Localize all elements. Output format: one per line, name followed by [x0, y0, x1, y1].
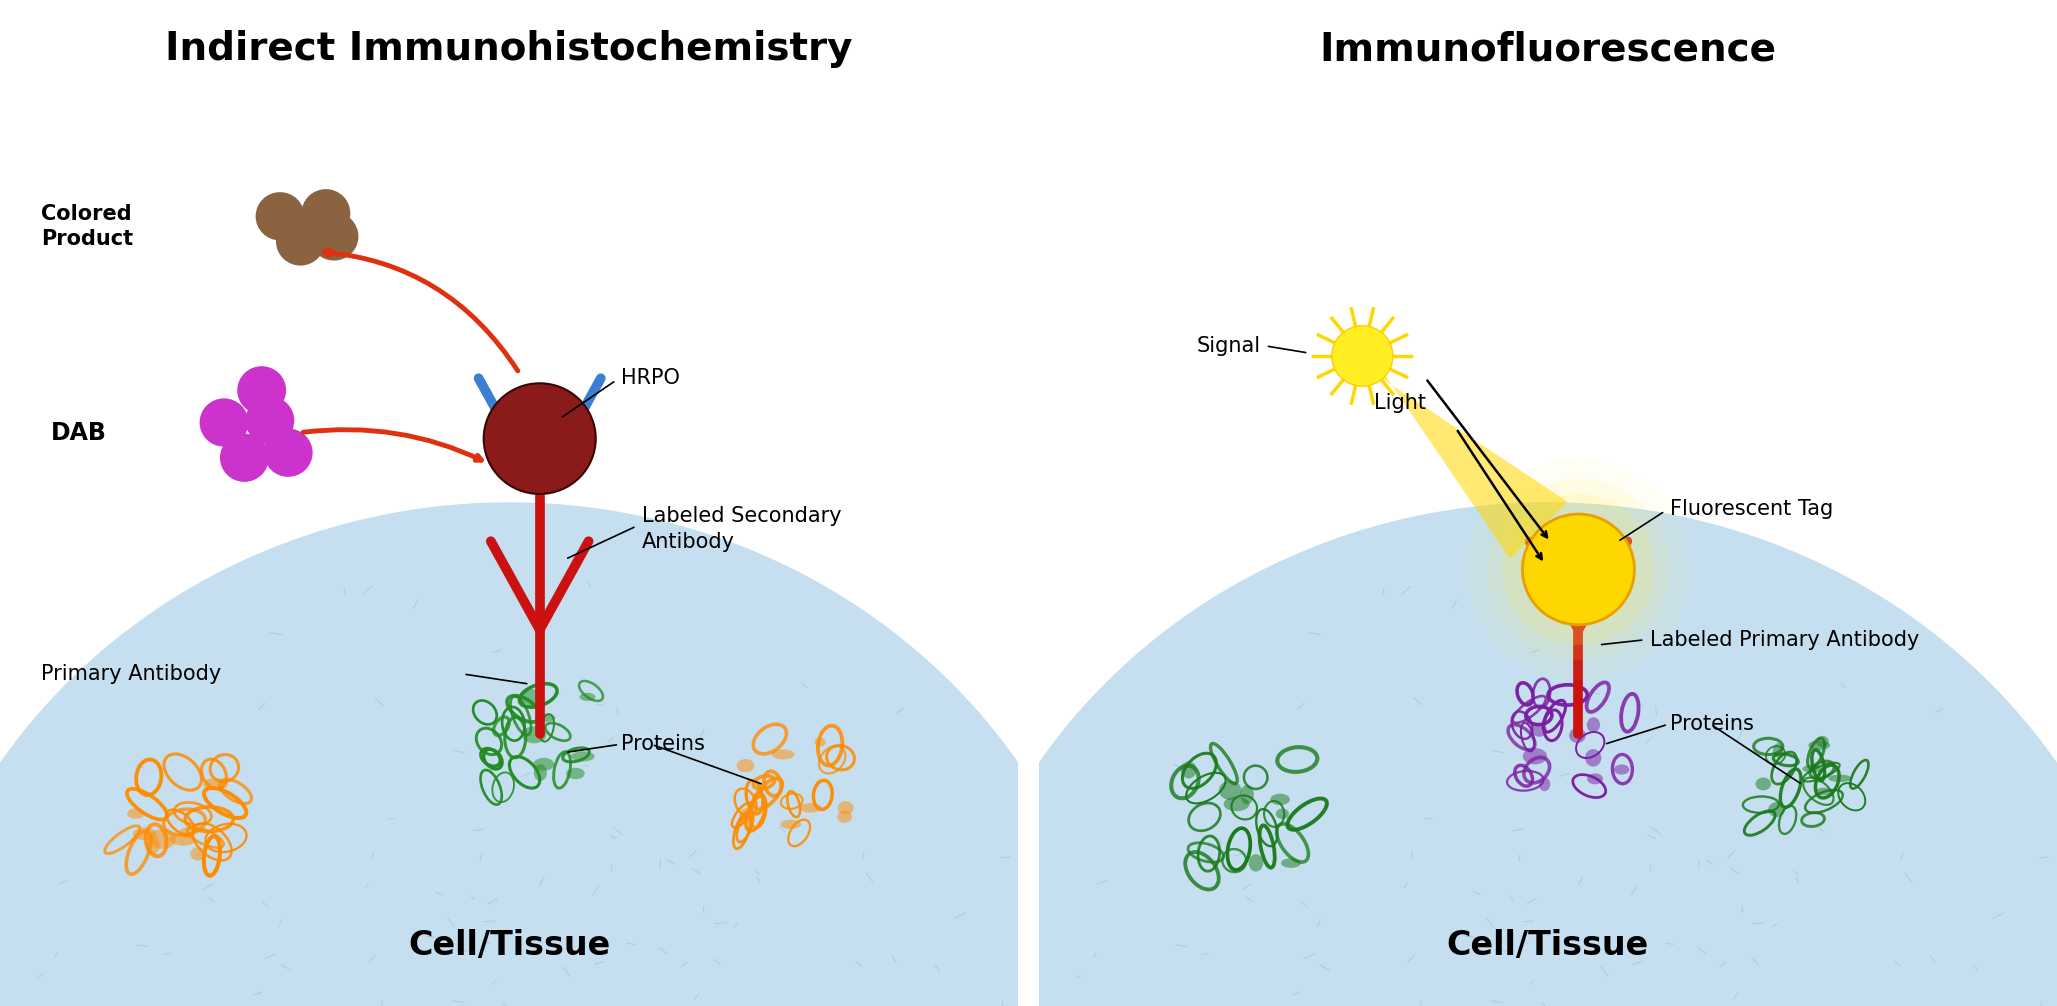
Ellipse shape [800, 803, 821, 813]
Ellipse shape [1829, 775, 1851, 782]
Ellipse shape [533, 758, 553, 771]
Ellipse shape [1586, 749, 1600, 767]
Ellipse shape [522, 726, 547, 743]
Ellipse shape [1808, 740, 1831, 749]
Ellipse shape [128, 809, 144, 819]
Ellipse shape [1769, 802, 1785, 817]
Ellipse shape [1816, 735, 1829, 747]
Circle shape [1331, 326, 1393, 386]
Ellipse shape [1224, 797, 1249, 811]
Ellipse shape [837, 811, 852, 823]
Text: Labeled Primary Antibody: Labeled Primary Antibody [1650, 630, 1919, 650]
Text: HRPO: HRPO [621, 368, 681, 388]
Polygon shape [1358, 350, 1567, 558]
Ellipse shape [1569, 727, 1586, 743]
Circle shape [220, 434, 269, 482]
Ellipse shape [148, 829, 177, 849]
Circle shape [309, 212, 358, 261]
Ellipse shape [815, 737, 825, 746]
Circle shape [255, 192, 304, 240]
Text: DAB: DAB [51, 421, 107, 445]
Ellipse shape [1755, 778, 1771, 791]
Text: Proteins: Proteins [1670, 714, 1755, 734]
Circle shape [1467, 459, 1691, 680]
Ellipse shape [1773, 743, 1783, 758]
Text: Fluorescent Tag: Fluorescent Tag [1670, 499, 1833, 519]
Ellipse shape [1220, 781, 1242, 800]
Text: Cell/Tissue: Cell/Tissue [1446, 930, 1650, 962]
Circle shape [1487, 479, 1670, 660]
Polygon shape [0, 503, 1121, 1006]
Ellipse shape [1615, 765, 1629, 775]
Circle shape [237, 366, 286, 414]
Ellipse shape [580, 693, 594, 701]
Text: Primary Antibody: Primary Antibody [41, 664, 220, 684]
Text: Labeled Secondary
Antibody: Labeled Secondary Antibody [642, 506, 841, 552]
Text: Immunofluorescence: Immunofluorescence [1319, 30, 1777, 68]
Circle shape [1502, 494, 1654, 645]
Ellipse shape [522, 689, 541, 706]
Ellipse shape [1802, 765, 1823, 773]
Ellipse shape [1181, 762, 1197, 779]
Ellipse shape [179, 828, 193, 838]
Ellipse shape [1271, 794, 1290, 805]
Circle shape [1522, 514, 1635, 625]
Ellipse shape [837, 801, 854, 815]
Circle shape [276, 217, 325, 266]
Ellipse shape [204, 778, 228, 790]
Ellipse shape [780, 820, 802, 829]
Circle shape [200, 398, 249, 447]
Ellipse shape [1522, 748, 1547, 765]
Ellipse shape [771, 749, 794, 760]
Circle shape [302, 189, 350, 237]
Ellipse shape [1240, 785, 1255, 805]
Ellipse shape [134, 828, 156, 840]
Ellipse shape [1816, 788, 1833, 796]
Text: Colored
Product: Colored Product [41, 204, 134, 248]
Text: Proteins: Proteins [621, 734, 706, 754]
Text: Cell/Tissue: Cell/Tissue [407, 930, 611, 962]
Ellipse shape [1249, 854, 1263, 871]
Ellipse shape [736, 760, 755, 773]
Ellipse shape [1539, 778, 1551, 791]
Ellipse shape [566, 768, 584, 780]
Ellipse shape [1282, 858, 1300, 868]
Ellipse shape [1532, 723, 1547, 736]
Ellipse shape [533, 765, 547, 781]
Text: Indirect Immunohistochemistry: Indirect Immunohistochemistry [165, 30, 854, 68]
Ellipse shape [1275, 809, 1290, 819]
Ellipse shape [738, 808, 753, 824]
Ellipse shape [146, 836, 160, 854]
Circle shape [483, 383, 597, 494]
Polygon shape [936, 503, 2057, 1006]
Text: Light: Light [1374, 393, 1426, 413]
Ellipse shape [572, 751, 594, 762]
Ellipse shape [1586, 717, 1600, 732]
Ellipse shape [535, 713, 555, 722]
Text: Signal: Signal [1197, 336, 1261, 356]
Ellipse shape [171, 833, 195, 846]
Circle shape [263, 429, 313, 477]
Ellipse shape [189, 847, 206, 860]
Ellipse shape [1588, 774, 1602, 785]
Circle shape [245, 396, 294, 445]
